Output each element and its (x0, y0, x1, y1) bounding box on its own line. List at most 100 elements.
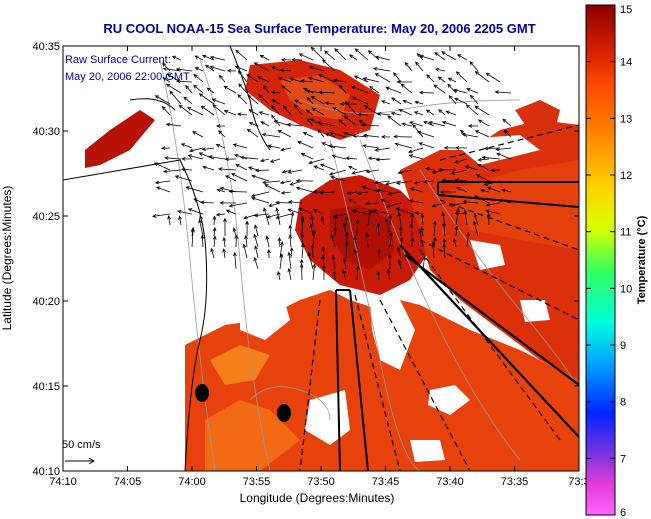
current-vector (398, 108, 413, 116)
current-vector (267, 144, 281, 149)
current-vector (239, 155, 259, 160)
current-vector (372, 67, 391, 72)
current-vector (465, 104, 479, 116)
current-vector (420, 213, 425, 226)
colorbar-tick-label: 14 (620, 57, 632, 69)
current-vector (474, 105, 490, 116)
current-vector (386, 268, 391, 281)
current-vector (174, 175, 193, 182)
current-vector (410, 212, 414, 226)
current-vector (164, 156, 182, 160)
current-vector (361, 185, 380, 193)
current-vector (234, 234, 239, 248)
current-vector (385, 202, 402, 208)
current-vector (408, 199, 424, 204)
current-vector (260, 121, 270, 127)
current-vector (485, 72, 501, 83)
current-vector (269, 158, 281, 163)
current-vector (351, 209, 369, 215)
current-vector (418, 90, 435, 95)
current-vector (423, 121, 435, 127)
current-vector (209, 55, 226, 61)
current-vector (455, 207, 460, 226)
current-vector (277, 236, 282, 248)
current-vector (385, 180, 402, 186)
current-vector (235, 164, 248, 171)
current-vector (374, 180, 391, 185)
current-vector (330, 175, 347, 182)
current-vector (431, 241, 435, 259)
current-vector (167, 215, 171, 226)
current-vector (294, 104, 303, 116)
current-vector (496, 152, 512, 160)
current-vector (180, 143, 193, 149)
current-vector (281, 169, 292, 174)
current-vector (180, 167, 193, 172)
y-tick-label: 40:10 (32, 466, 60, 478)
current-vector (310, 215, 314, 226)
current-vector (218, 130, 226, 138)
current-vector (442, 243, 447, 259)
current-vector (261, 132, 281, 138)
current-vector (367, 156, 380, 161)
current-vector (192, 131, 204, 138)
current-vector (257, 76, 270, 83)
colorbar-label: Temperature (°C) (636, 215, 648, 304)
current-vector (215, 212, 226, 217)
current-vector (490, 168, 501, 173)
current-vector (437, 76, 446, 83)
current-vector (474, 195, 490, 204)
y-tick-label: 40:20 (32, 296, 60, 308)
current-vector (381, 135, 391, 139)
current-vector (441, 51, 457, 61)
station-marker (277, 404, 291, 422)
current-vector (476, 164, 490, 171)
current-vector (396, 80, 413, 84)
current-vector (486, 212, 491, 226)
current-vector (312, 190, 325, 195)
current-vector (434, 67, 446, 72)
current-vector (211, 98, 226, 105)
current-vector (342, 222, 347, 237)
current-vector (254, 168, 270, 173)
current-vector (409, 223, 414, 237)
current-vector (414, 100, 424, 105)
current-vector (454, 225, 459, 237)
colorbar-tick-label: 13 (620, 113, 632, 125)
current-vector (201, 54, 215, 61)
current-vector (399, 236, 404, 248)
current-vector (282, 105, 292, 116)
transect-lines (299, 124, 579, 471)
bathymetry-contours (159, 59, 579, 471)
current-vector (171, 55, 182, 61)
current-vector (306, 96, 314, 105)
current-vector (318, 190, 336, 195)
current-vector (369, 86, 380, 94)
current-vector (206, 87, 215, 94)
current-vector (194, 67, 204, 72)
current-vector (298, 53, 314, 61)
current-vector (344, 241, 349, 259)
current-vector (201, 147, 215, 151)
x-tick-label: 73:35 (501, 476, 529, 488)
current-vector (485, 202, 501, 207)
y-tick-label: 40:30 (32, 126, 60, 138)
current-vector (454, 158, 468, 164)
current-vector (410, 236, 415, 248)
colorbar-tick-label: 8 (620, 397, 626, 409)
current-vector (353, 75, 369, 83)
current-vector (469, 61, 479, 72)
current-vector (393, 134, 413, 139)
current-vector (342, 269, 347, 281)
current-vector (312, 209, 325, 215)
current-vector (287, 169, 303, 174)
current-vector (264, 184, 281, 193)
current-vector (311, 107, 325, 116)
current-vector (409, 121, 424, 127)
current-vector (317, 74, 336, 83)
current-vector (375, 188, 391, 193)
x-tick-label: 74:10 (49, 476, 77, 488)
current-vector (266, 248, 271, 259)
current-vector (320, 216, 325, 226)
current-vector (333, 214, 338, 226)
